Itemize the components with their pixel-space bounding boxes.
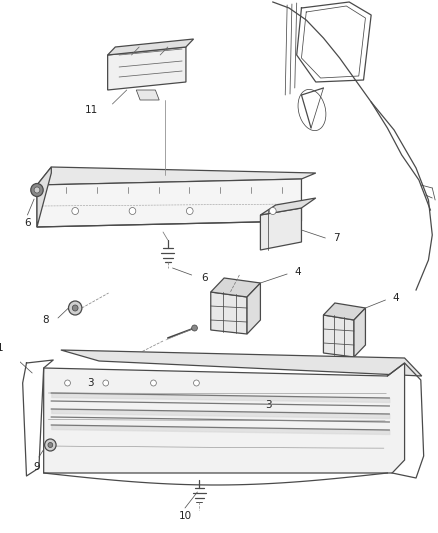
Polygon shape	[61, 350, 422, 376]
Circle shape	[187, 207, 193, 214]
Polygon shape	[37, 167, 51, 227]
Circle shape	[151, 380, 156, 386]
Circle shape	[31, 183, 43, 197]
Polygon shape	[323, 315, 354, 357]
Circle shape	[129, 207, 136, 214]
Circle shape	[192, 325, 198, 331]
Polygon shape	[261, 208, 301, 250]
Circle shape	[72, 207, 78, 214]
Polygon shape	[108, 39, 194, 55]
Text: 1: 1	[0, 343, 4, 353]
Polygon shape	[323, 303, 365, 320]
Circle shape	[68, 301, 82, 315]
Polygon shape	[247, 283, 261, 334]
Polygon shape	[136, 90, 159, 100]
Circle shape	[45, 439, 56, 451]
Text: 5: 5	[121, 353, 128, 363]
Polygon shape	[261, 198, 316, 215]
Text: 6: 6	[24, 218, 31, 228]
Circle shape	[103, 380, 109, 386]
Text: 7: 7	[333, 233, 339, 243]
Circle shape	[34, 187, 40, 193]
Circle shape	[72, 305, 78, 311]
Text: 9: 9	[34, 462, 40, 472]
Text: 4: 4	[295, 267, 301, 277]
Circle shape	[269, 207, 276, 214]
Text: 3: 3	[265, 400, 272, 410]
Polygon shape	[37, 167, 316, 185]
Text: 8: 8	[42, 315, 49, 325]
Text: 11: 11	[85, 105, 98, 115]
Polygon shape	[44, 363, 405, 473]
Text: 4: 4	[392, 293, 399, 303]
Polygon shape	[108, 47, 186, 90]
Text: 6: 6	[201, 273, 207, 283]
Circle shape	[65, 380, 71, 386]
Text: 10: 10	[178, 511, 191, 521]
Text: 3: 3	[87, 378, 93, 388]
Circle shape	[48, 442, 53, 448]
Polygon shape	[211, 292, 247, 334]
Polygon shape	[354, 308, 365, 357]
Polygon shape	[37, 179, 301, 227]
Circle shape	[194, 380, 199, 386]
Polygon shape	[211, 278, 261, 297]
